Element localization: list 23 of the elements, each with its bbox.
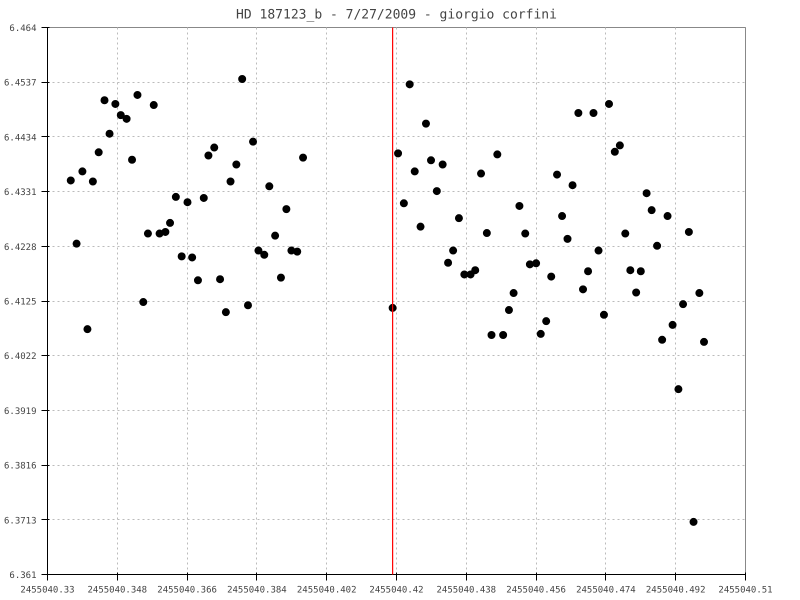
x-tick-label: 2455040.474: [576, 586, 636, 596]
y-tick-label: 6.4434: [4, 133, 37, 144]
y-tick-label: 6.3713: [4, 516, 37, 526]
y-tick-label: 6.4537: [4, 78, 37, 89]
x-tick-label: 2455040.51: [718, 586, 773, 596]
y-tick-label: 6.464: [9, 24, 36, 34]
y-tick-label: 6.4125: [4, 298, 37, 308]
y-tick-label: 6.361: [9, 571, 36, 581]
y-tick-label: 6.4331: [4, 188, 37, 198]
x-tick-label: 2455040.42: [369, 586, 424, 596]
chart-title: HD 187123_b - 7/27/2009 - giorgio corfini: [236, 8, 557, 22]
x-tick-label: 2455040.402: [296, 586, 357, 596]
x-tick-label: 2455040.438: [436, 586, 496, 596]
x-tick-label: 2455040.366: [157, 586, 217, 596]
x-tick-label: 2455040.456: [506, 586, 566, 596]
y-tick-label: 6.3919: [4, 406, 37, 417]
y-tick-label: 6.4228: [4, 242, 37, 253]
y-tick-label: 6.3816: [4, 462, 37, 472]
x-tick-label: 2455040.33: [20, 586, 75, 596]
x-tick-label: 2455040.384: [227, 586, 287, 596]
x-tick-label: 2455040.492: [646, 586, 706, 596]
y-tick-label: 6.4022: [4, 352, 37, 362]
x-tick-label: 2455040.348: [88, 586, 148, 596]
